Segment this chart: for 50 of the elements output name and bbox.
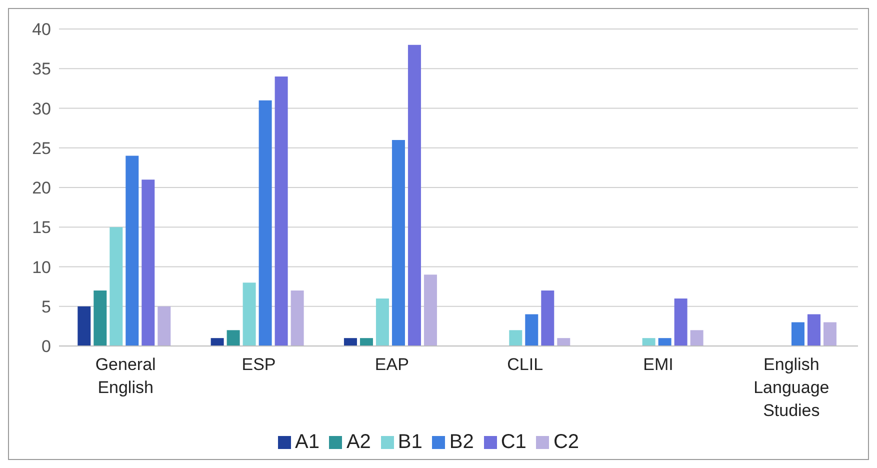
bar [242, 282, 256, 346]
bar [78, 306, 91, 346]
bar [344, 338, 357, 346]
bar [424, 274, 437, 346]
bar [658, 338, 672, 346]
bar [509, 330, 522, 346]
bar [158, 306, 171, 346]
y-tick-label: 10 [32, 258, 51, 277]
bar [807, 314, 820, 346]
bar [142, 180, 155, 346]
bar [690, 330, 704, 346]
y-tick-label: 25 [32, 138, 51, 158]
legend-label: A1 [294, 431, 320, 453]
bar [258, 100, 272, 346]
bar [360, 338, 373, 346]
bar [226, 330, 240, 346]
x-tick-label: EAP [374, 355, 409, 374]
x-tick-label: CLIL [507, 355, 544, 374]
bar [525, 314, 538, 346]
legend-label: C1 [500, 431, 526, 453]
y-tick-label: 0 [42, 337, 51, 356]
legend-label: B1 [398, 431, 422, 453]
y-tick-label: 40 [32, 20, 51, 40]
bar [642, 338, 656, 346]
bar [210, 338, 224, 346]
y-tick-label: 30 [32, 99, 51, 118]
bar [290, 290, 304, 346]
x-tick-label: General English [95, 355, 156, 397]
bar [110, 227, 123, 346]
bar [274, 76, 288, 346]
x-tick-label: English Language Studies [754, 355, 830, 420]
bar [376, 298, 389, 346]
y-tick-label: 20 [32, 178, 51, 198]
bar [823, 322, 836, 346]
bar [557, 338, 570, 346]
y-tick-label: 35 [32, 60, 51, 79]
x-tick-label: ESP [242, 355, 276, 374]
y-tick-label: 5 [42, 297, 51, 316]
bar [541, 290, 554, 346]
bar [94, 290, 107, 346]
legend-label: A2 [346, 431, 371, 453]
bar [408, 44, 421, 346]
bar [392, 140, 405, 346]
legend-label: C2 [553, 431, 580, 453]
legend-label: B2 [449, 431, 474, 453]
y-tick-label: 15 [32, 218, 51, 238]
bar [791, 322, 804, 346]
bar [126, 156, 139, 346]
bar [674, 298, 688, 346]
x-tick-label: EMI [643, 355, 674, 374]
